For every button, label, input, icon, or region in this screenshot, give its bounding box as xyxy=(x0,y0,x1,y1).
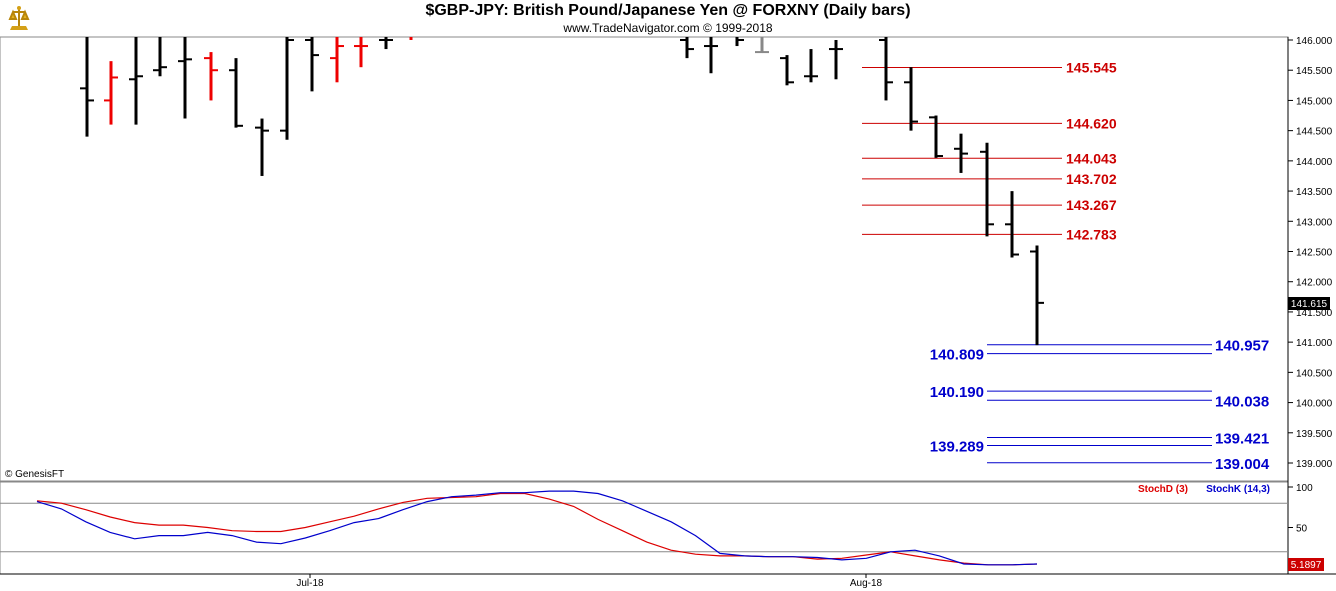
price-tick-label: 141.000 xyxy=(1296,338,1333,349)
stoch-last-value: 5.1897 xyxy=(1291,560,1322,571)
price-bar xyxy=(229,58,243,128)
price-tick-label: 143.000 xyxy=(1296,217,1333,228)
price-tick-label: 144.000 xyxy=(1296,157,1333,168)
legend-stochd: StochD (3) xyxy=(1138,484,1188,495)
price-tick-label: 145.500 xyxy=(1296,66,1333,77)
support-label: 140.809 xyxy=(930,347,984,364)
price-tick-label: 144.500 xyxy=(1296,127,1333,138)
price-tick-label: 140.500 xyxy=(1296,368,1333,379)
price-bar xyxy=(680,37,694,59)
price-bar xyxy=(379,37,393,50)
price-axis: 146.000 145.500 145.000 144.500 144.000 143.5… xyxy=(1288,36,1333,470)
price-bar xyxy=(129,37,143,125)
support-level: 139.421 xyxy=(987,431,1269,448)
price-bar xyxy=(305,37,319,92)
price-tick-label: 145.000 xyxy=(1296,96,1333,107)
legend-stochk: StochK (14,3) xyxy=(1206,484,1270,495)
support-label: 139.004 xyxy=(1215,456,1270,473)
price-bar xyxy=(153,37,167,77)
support-label: 140.038 xyxy=(1215,393,1269,410)
resistance-label: 142.783 xyxy=(1066,226,1117,242)
price-bar xyxy=(780,55,794,86)
price-bar xyxy=(929,115,943,158)
price-bar xyxy=(980,142,994,237)
resistance-label: 143.702 xyxy=(1066,171,1117,187)
price-bar xyxy=(255,118,269,176)
last-price-tag: 141.615 xyxy=(1288,297,1330,310)
price-tick-label: 146.000 xyxy=(1296,36,1333,47)
price-bar xyxy=(1030,245,1044,346)
price-tick-label: 142.000 xyxy=(1296,278,1333,289)
resistance-level: 142.783 xyxy=(862,226,1117,242)
price-tick-label: 139.500 xyxy=(1296,429,1333,440)
price-bar xyxy=(879,37,893,101)
stochk-line xyxy=(36,490,1038,566)
stochd-line xyxy=(36,492,1038,566)
support-label: 139.289 xyxy=(930,439,984,456)
resistance-label: 144.620 xyxy=(1066,115,1117,131)
resistance-level: 143.702 xyxy=(862,171,1117,187)
price-bar xyxy=(704,37,718,74)
price-bar xyxy=(1005,191,1019,258)
support-level: 140.190 xyxy=(930,384,1212,401)
date-axis: Jul-18 Aug-18 xyxy=(296,574,883,589)
support-level: 139.004 xyxy=(987,456,1270,473)
price-tick-label: 142.500 xyxy=(1296,248,1333,259)
price-tick-label: 139.000 xyxy=(1296,459,1333,470)
price-bar xyxy=(178,37,192,119)
support-label: 139.421 xyxy=(1215,431,1269,448)
stoch-legend: StochD (3) StochK (14,3) xyxy=(1138,484,1270,495)
date-tick-label: Jul-18 xyxy=(296,578,324,589)
price-bar xyxy=(829,40,843,80)
last-price-value: 141.615 xyxy=(1291,299,1328,310)
copyright-label: © GenesisFT xyxy=(5,469,64,480)
genesis-logo-icon xyxy=(4,4,34,34)
support-level: 140.809 xyxy=(930,347,1212,364)
resistance-label: 144.043 xyxy=(1066,150,1117,166)
price-bar xyxy=(204,52,218,101)
price-bar xyxy=(104,61,118,125)
price-bar xyxy=(354,37,368,68)
support-label: 140.190 xyxy=(930,384,984,401)
support-level: 139.289 xyxy=(930,439,1212,456)
stoch-tick-label: 100 xyxy=(1296,483,1313,494)
resistance-level: 145.545 xyxy=(862,59,1117,75)
price-bar xyxy=(755,37,769,54)
price-bar xyxy=(280,37,294,140)
chart-subtitle: www.TradeNavigator.com © 1999-2018 xyxy=(563,21,773,35)
stochastic-panel: 100 50 xyxy=(0,483,1313,566)
chart-title: $GBP-JPY: British Pound/Japanese Yen @ F… xyxy=(425,2,911,19)
resistance-label: 145.545 xyxy=(1066,59,1117,75)
price-bar xyxy=(804,49,818,83)
price-bar xyxy=(80,37,94,137)
price-bar xyxy=(735,37,744,47)
resistance-level: 144.620 xyxy=(862,115,1117,131)
resistance-level: 143.267 xyxy=(862,197,1117,213)
price-bar xyxy=(904,67,918,131)
support-level: 140.957 xyxy=(987,338,1269,355)
resistance-label: 143.267 xyxy=(1066,197,1117,213)
title-bar: $GBP-JPY: British Pound/Japanese Yen @ F… xyxy=(0,0,1336,37)
price-tick-label: 143.500 xyxy=(1296,187,1333,198)
stoch-tick-label: 50 xyxy=(1296,524,1308,535)
stoch-last-tag: 5.1897 xyxy=(1288,558,1324,571)
price-bar xyxy=(330,37,344,83)
price-bar xyxy=(954,133,968,173)
price-tick-label: 141.500 xyxy=(1296,308,1333,319)
support-level: 140.038 xyxy=(987,393,1269,410)
date-tick-label: Aug-18 xyxy=(850,578,883,589)
price-bars xyxy=(80,37,1044,346)
price-tick-label: 140.000 xyxy=(1296,399,1333,410)
support-label: 140.957 xyxy=(1215,338,1269,355)
